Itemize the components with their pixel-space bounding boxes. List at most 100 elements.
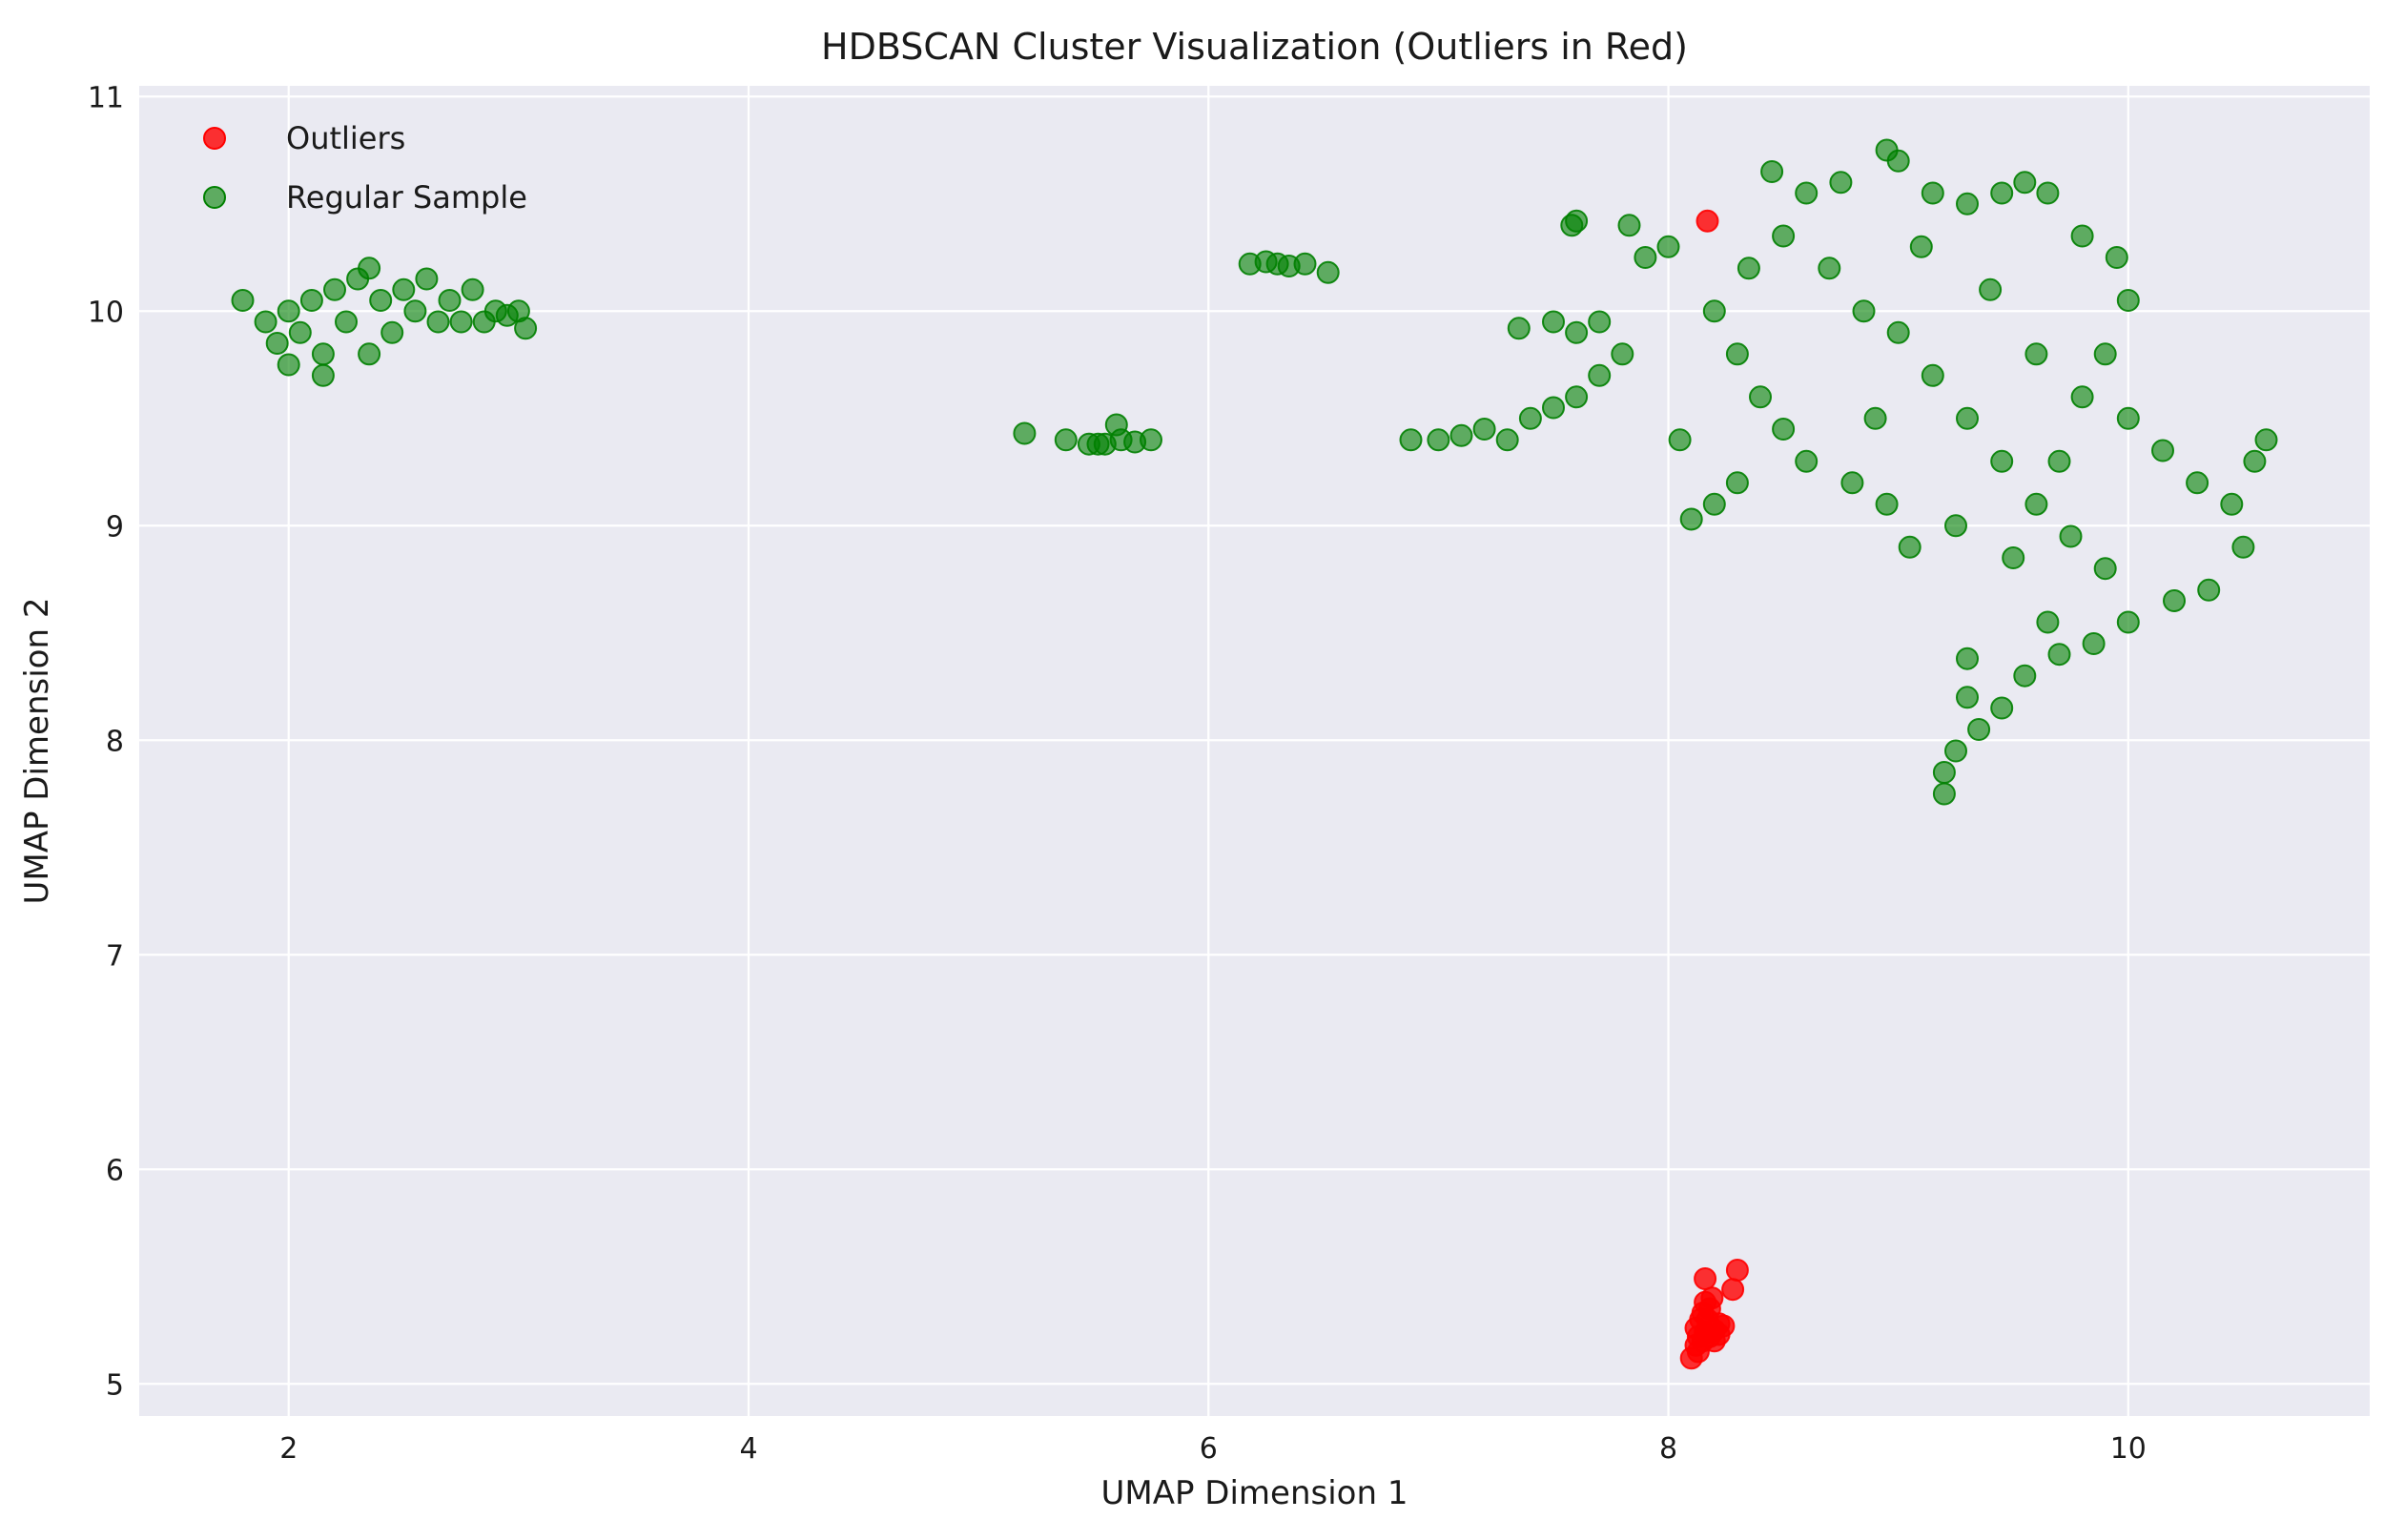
regular-sample-point [1565,209,1589,233]
outlier-point [1721,1278,1745,1302]
regular-sample-point [1542,310,1565,334]
y-tick-label: 5 [106,1368,124,1402]
regular-sample-point [1875,492,1899,516]
regular-sample-point [449,310,473,334]
regular-sample-point [1886,149,1910,173]
regular-sample-point [1956,647,1979,670]
regular-sample-point [1399,428,1423,452]
regular-sample-point [1611,342,1634,366]
regular-sample-point [1472,418,1496,441]
regular-sample-point [1588,310,1612,334]
legend: Outliers Regular Sample [203,120,527,216]
regular-sample-point [299,289,323,312]
regular-sample-point [1495,428,1519,452]
regular-sample-point [1909,235,1933,258]
regular-sample-point [403,299,427,323]
y-tick-label: 9 [106,510,124,544]
outlier-point [1689,1307,1713,1331]
regular-sample-point [1795,181,1819,205]
regular-sample-point [1979,277,2003,301]
regular-sample-point [1507,317,1531,340]
regular-sample-point [1921,363,1944,387]
regular-sample-point [1898,535,1922,559]
regular-sample-point [415,267,439,291]
regular-sample-point [1829,171,1853,195]
x-tick-label: 4 [739,1432,757,1466]
regular-sample-point [231,289,255,312]
regular-sample-point [2070,224,2094,248]
regular-sample-point [323,277,346,301]
regular-sample-point [2116,406,2140,430]
regular-sample-point [1725,342,1749,366]
regular-sample-point [311,342,335,366]
x-tick-label: 8 [1659,1432,1677,1466]
y-tick-label: 11 [88,81,124,114]
regular-sample-point [2243,449,2267,473]
legend-marker-outliers [203,127,226,150]
regular-sample-point [2047,449,2071,473]
regular-sample-point [2254,428,2278,452]
regular-sample-point [2163,589,2186,612]
regular-sample-point [2024,492,2048,516]
regular-sample-point [1634,246,1657,269]
regular-sample-point [254,310,277,334]
regular-sample-point [2105,246,2128,269]
regular-sample-point [2186,471,2209,495]
regular-sample-point [1617,214,1641,237]
x-tick-label: 6 [1200,1432,1218,1466]
regular-sample-point [2197,578,2221,602]
regular-sample-point [514,317,538,340]
regular-sample-point [1702,492,1726,516]
regular-sample-point [1760,160,1784,183]
y-tick-label: 10 [88,296,124,329]
legend-label-outliers: Outliers [286,120,405,156]
regular-sample-point [2220,492,2244,516]
regular-sample-point [277,353,300,377]
regular-sample-point [461,277,484,301]
regular-sample-point [1772,224,1796,248]
regular-sample-point [1140,428,1162,452]
regular-sample-point [1852,299,1876,323]
regular-sample-point [288,320,312,344]
regular-sample-point [1737,257,1760,280]
regular-sample-point [1565,320,1589,344]
regular-sample-point [2002,546,2025,569]
regular-sample-point [1702,299,1726,323]
regular-sample-point [2093,342,2117,366]
regular-sample-point [1932,782,1956,806]
regular-sample-point [1565,385,1589,409]
regular-sample-point [2024,342,2048,366]
regular-sample-point [1054,428,1078,452]
regular-sample-point [2036,181,2060,205]
regular-sample-point [392,277,416,301]
x-axis-label: UMAP Dimension 1 [1101,1474,1408,1512]
x-tick-label: 2 [279,1432,298,1466]
tick-labels: 2 4 6 8 10 5 6 7 8 9 10 11 [88,81,2147,1466]
regular-sample-point [1316,260,1340,284]
regular-sample-point [369,289,393,312]
regular-sample-point [2231,535,2255,559]
regular-sample-point [1956,192,1979,216]
regular-sample-point [2093,557,2117,581]
regular-sample-point [2151,439,2174,462]
regular-sample-point [1886,320,1910,344]
regular-sample-point [1542,396,1565,420]
regular-sample-point [1293,252,1317,276]
regular-sample-point [1518,406,1542,430]
regular-sample-point [1588,363,1612,387]
regular-sample-point [1749,385,1772,409]
regular-sample-point [358,257,381,280]
regular-sample-point [438,289,462,312]
chart-title: HDBSCAN Cluster Visualization (Outliers … [821,26,1688,68]
regular-sample-point [1795,449,1819,473]
regular-sample-point [1656,235,1680,258]
regular-sample-point [277,299,300,323]
regular-sample-point [2070,385,2094,409]
regular-sample-point [1725,471,1749,495]
regular-sample-point [358,342,381,366]
regular-sample-point [1772,418,1796,441]
y-axis-label: UMAP Dimension 2 [18,598,56,905]
regular-sample-point [311,363,335,387]
regular-sample-point [1449,423,1473,447]
legend-label-regular-sample: Regular Sample [286,179,527,216]
